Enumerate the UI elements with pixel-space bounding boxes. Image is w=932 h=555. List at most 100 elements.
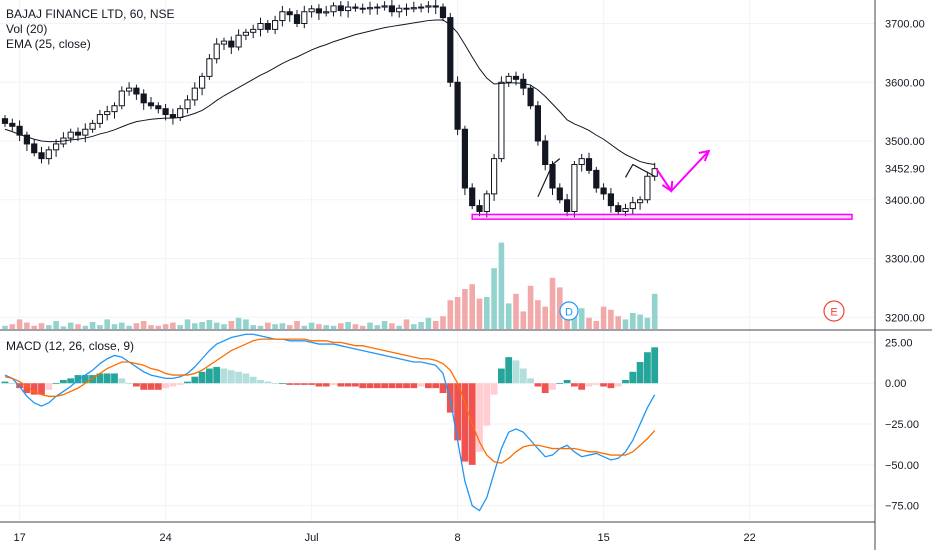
volume-bar	[615, 316, 621, 329]
last-price-box	[876, 160, 932, 177]
macd-histogram-bar	[629, 371, 637, 384]
candle-body	[432, 5, 439, 8]
candle-body	[345, 6, 352, 12]
macd-histogram-bar	[373, 383, 381, 389]
macd-tick-label: −25.00	[885, 419, 919, 431]
volume-bar	[155, 325, 162, 329]
macd-histogram-bar	[600, 383, 607, 387]
candle-body	[228, 40, 235, 48]
legend-volume[interactable]: Vol (20)	[6, 22, 48, 36]
volume-bar	[148, 325, 154, 329]
macd-histogram-bar	[308, 383, 315, 385]
dividend-marker-icon[interactable]	[559, 301, 579, 321]
candle-body	[439, 6, 447, 19]
candle-body	[279, 11, 286, 22]
candle-body	[111, 105, 118, 113]
volume-bar	[564, 313, 570, 329]
trendline-drawing[interactable]	[537, 158, 561, 198]
macd-histogram-bar	[52, 383, 60, 385]
candle-body	[9, 122, 16, 127]
volume-bar	[46, 325, 52, 329]
volume-bar	[403, 319, 410, 329]
volume-bar	[381, 321, 388, 329]
candle-body	[147, 102, 155, 107]
macd-tick-label: −50.00	[885, 460, 919, 472]
volume-bar	[549, 277, 556, 329]
macd-histogram-bar	[191, 376, 199, 384]
volume-bar	[243, 319, 249, 329]
trendline-drawing[interactable]	[624, 163, 655, 178]
candle-body	[534, 105, 541, 142]
candle-body	[600, 187, 607, 195]
macd-line	[4, 333, 656, 512]
volume-bar	[367, 322, 373, 329]
macd-histogram-bar	[352, 383, 359, 387]
volume-bar	[228, 321, 235, 329]
macd-histogram-bar	[38, 383, 45, 395]
candle-body	[425, 5, 432, 8]
candle-body	[301, 11, 308, 24]
macd-histogram-bar	[549, 383, 556, 390]
price-tick-label: 3500.00	[885, 136, 925, 148]
signal-line	[4, 338, 656, 464]
volume-bar	[272, 324, 278, 329]
volume-bar	[505, 303, 512, 329]
forecast-arrow[interactable]	[655, 150, 710, 193]
candle-body	[461, 128, 468, 189]
macd-histogram-bar	[1, 381, 9, 384]
macd-histogram-bar	[30, 383, 38, 395]
candle-body	[578, 158, 585, 165]
volume-bar	[600, 306, 607, 329]
macd-histogram-bar	[578, 383, 586, 390]
volume-bar	[235, 317, 242, 329]
macd-tick-label: 0.00	[885, 378, 906, 390]
volume-bar	[484, 297, 490, 329]
macd-histogram-bar	[67, 378, 75, 384]
macd-histogram-bar	[227, 370, 235, 384]
support-zone[interactable]	[471, 213, 853, 220]
volume-bar	[396, 325, 402, 329]
candle-body	[512, 75, 520, 80]
ema-line	[4, 19, 655, 165]
volume-bar	[133, 323, 140, 329]
volume-bar	[630, 313, 636, 329]
time-tick-label: 22	[743, 532, 755, 544]
candle-body	[286, 11, 293, 16]
macd-histogram-bar	[476, 383, 483, 452]
volume-bar	[462, 289, 468, 329]
time-tick-label: Jul	[305, 532, 319, 544]
volume-bar	[520, 311, 527, 329]
macd-histogram-bar	[162, 383, 169, 389]
volume-bar	[89, 321, 96, 329]
volume-bar	[38, 323, 45, 329]
candle-body	[476, 205, 483, 212]
macd-histogram-bar	[519, 368, 527, 384]
price-tick-label: 3600.00	[885, 77, 925, 89]
legend-symbol[interactable]: BAJAJ FINANCE LTD, 60, NSE	[6, 7, 175, 21]
macd-histogram-bar	[366, 383, 374, 389]
macd-histogram-bar	[176, 383, 184, 385]
candle-body	[542, 140, 549, 165]
volume-bar	[637, 314, 643, 329]
legend-ema[interactable]: EMA (25, close)	[6, 37, 91, 51]
earnings-marker-icon[interactable]	[823, 300, 845, 322]
legend-macd[interactable]: MACD (12, 26, close, 9)	[6, 339, 135, 353]
macd-histogram-bar	[432, 383, 440, 389]
volume-bar	[571, 316, 578, 329]
volume-bar	[345, 321, 351, 329]
macd-histogram-bar	[89, 375, 96, 384]
macd-histogram-bar	[461, 383, 469, 462]
volume-bar	[644, 317, 651, 329]
forecast-arrowhead-down	[661, 180, 674, 193]
candle-body	[293, 14, 301, 24]
time-tick-label: 8	[455, 532, 461, 544]
candle-body	[418, 6, 425, 9]
candle-body	[615, 205, 622, 212]
volume-bar	[286, 325, 293, 329]
volume-bar	[535, 300, 541, 329]
time-tick-label: 17	[13, 532, 25, 544]
macd-histogram-bar	[571, 383, 578, 387]
price-tick-label: 3300.00	[885, 254, 925, 266]
